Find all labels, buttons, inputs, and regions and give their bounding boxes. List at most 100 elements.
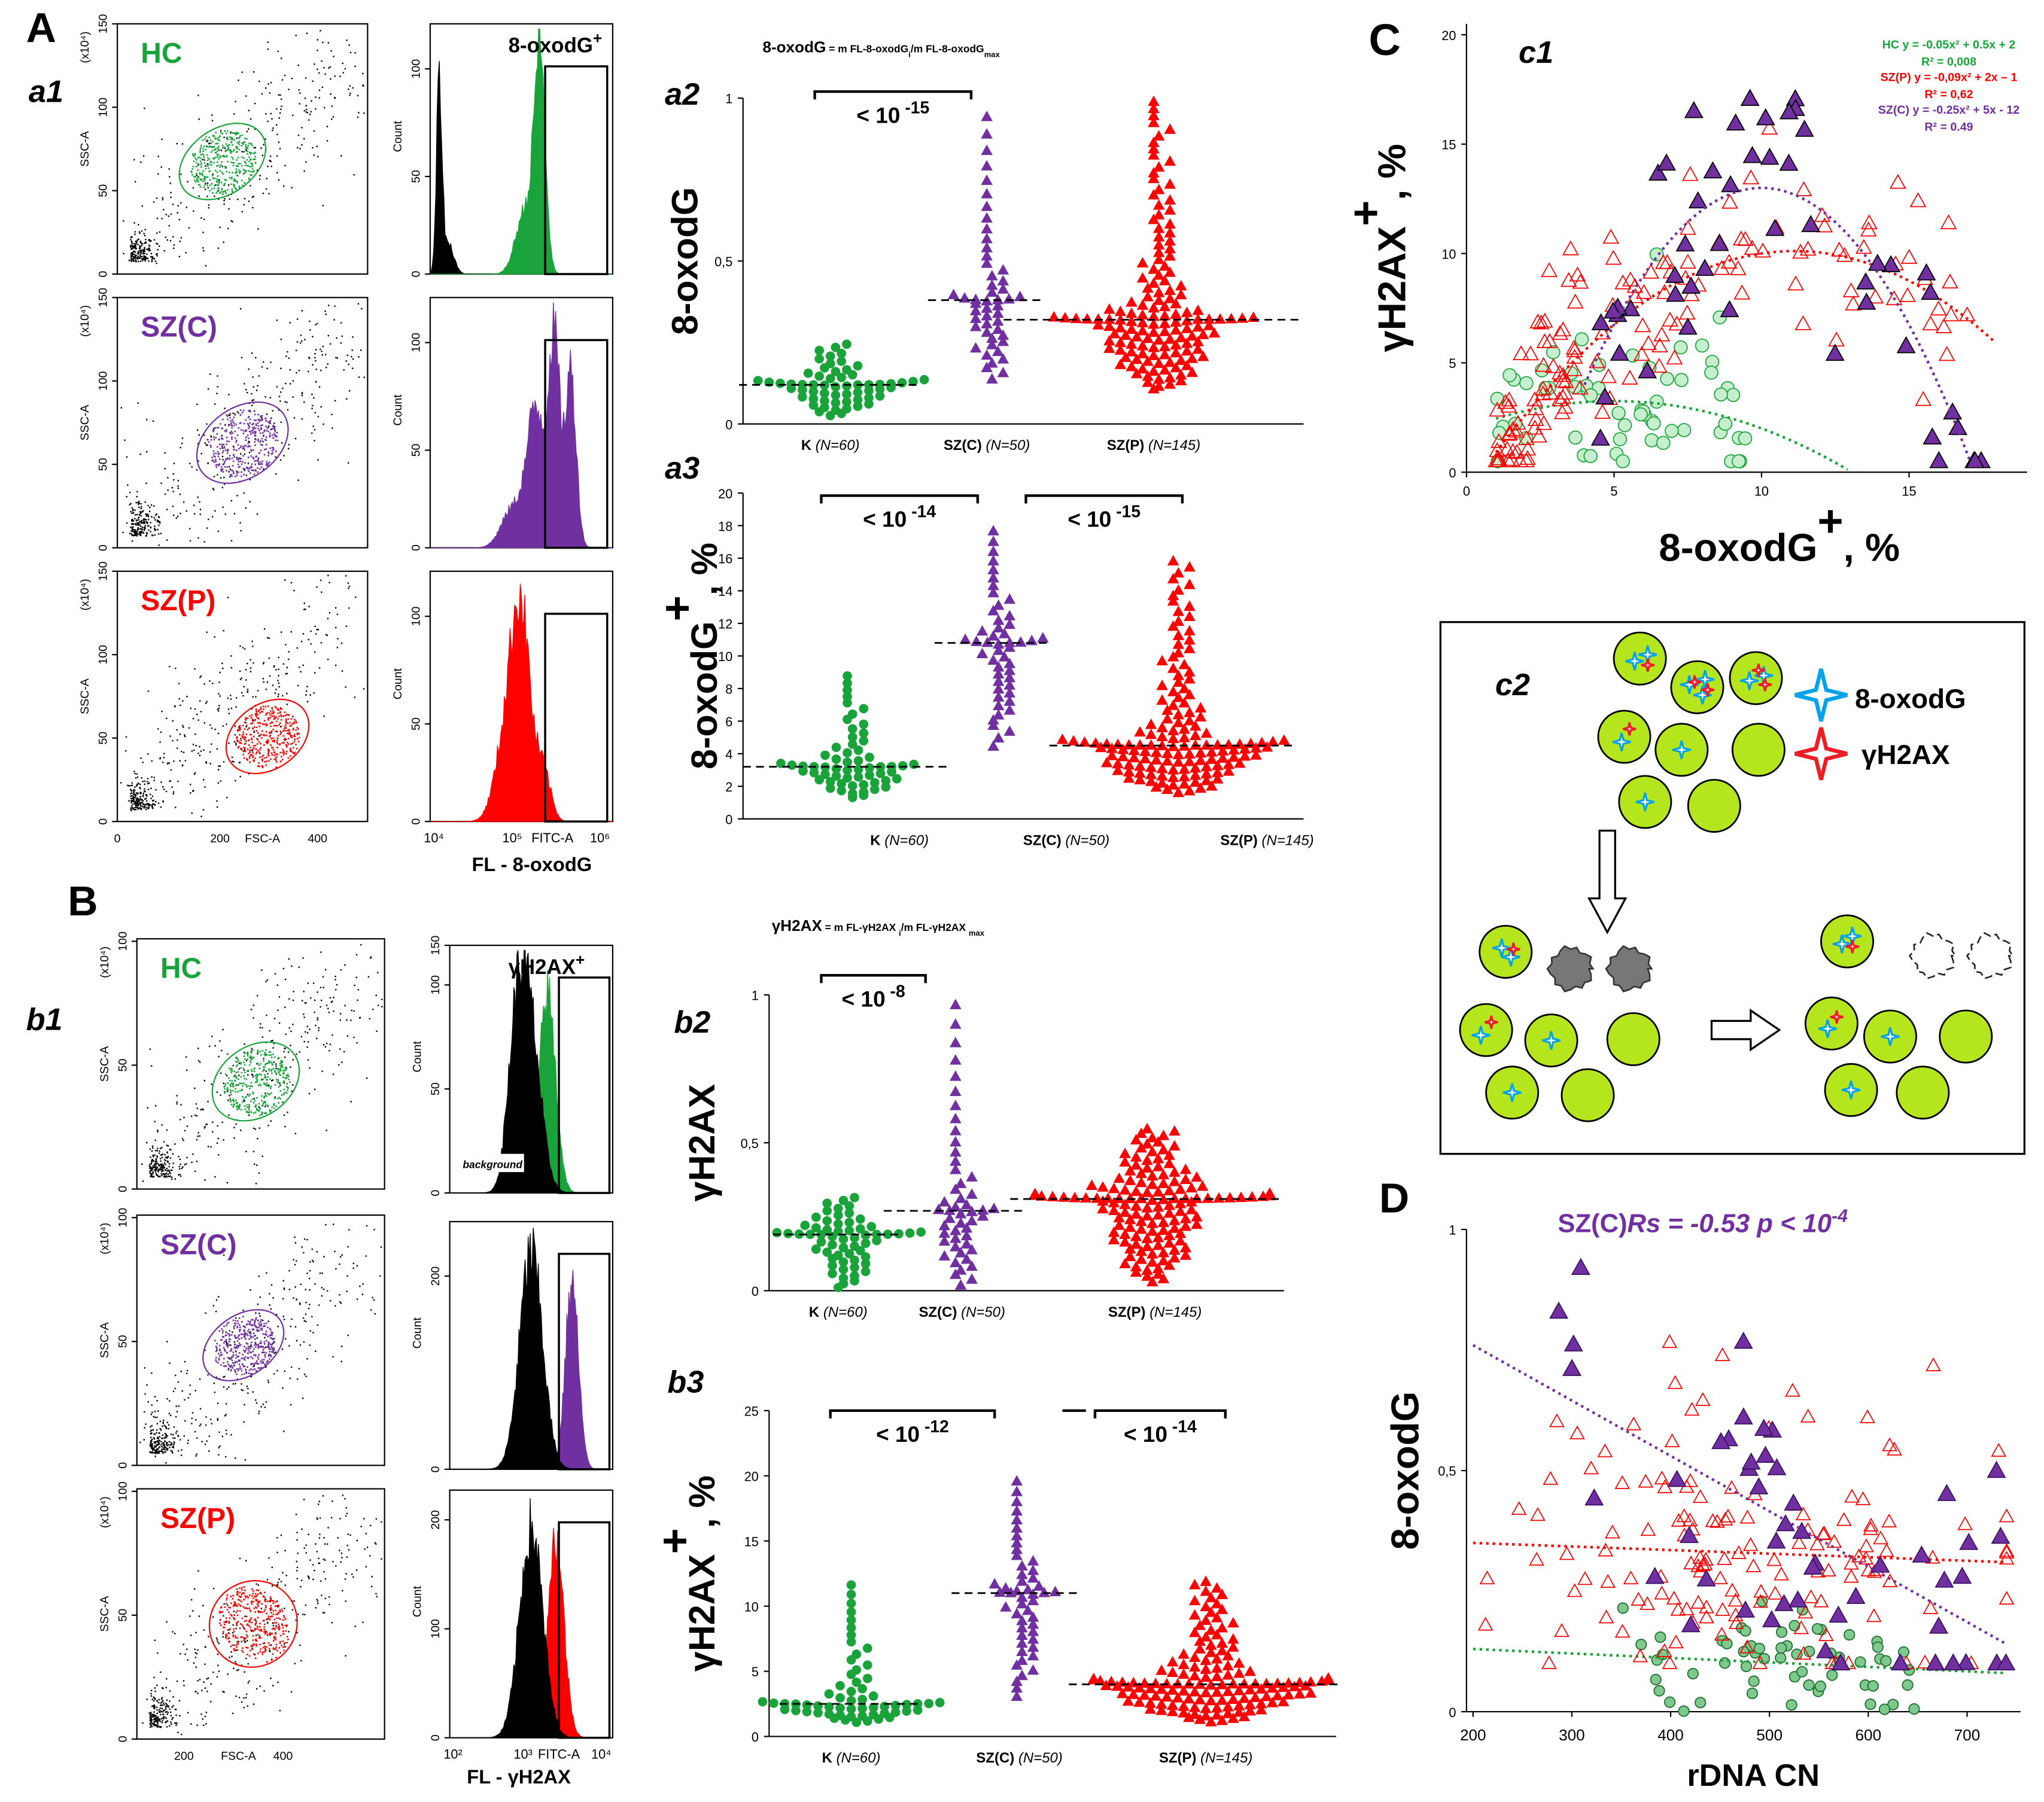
gated-event-dot — [256, 1362, 258, 1364]
gated-event-dot — [276, 431, 278, 434]
event-dot — [134, 801, 136, 803]
event-dot — [134, 809, 136, 811]
event-dot — [206, 163, 209, 165]
event-dot — [203, 1080, 206, 1082]
event-dot — [140, 520, 142, 522]
event-dot — [153, 1447, 155, 1449]
event-dot — [151, 260, 153, 263]
event-dot — [264, 1092, 266, 1094]
event-dot — [158, 245, 160, 247]
gated-event-dot — [263, 1060, 264, 1062]
gated-event-dot — [267, 748, 269, 750]
gated-event-dot — [285, 722, 287, 723]
event-dot — [248, 452, 251, 453]
event-dot — [156, 217, 159, 220]
gated-event-dot — [254, 719, 256, 721]
y-tick-label-part: 100 — [97, 98, 110, 117]
event-dot — [143, 249, 145, 252]
gated-event-dot — [232, 1085, 234, 1086]
event-dot — [142, 1722, 144, 1724]
gated-event-dot — [244, 182, 245, 184]
gated-event-dot — [245, 439, 247, 441]
x-axis-title: FL - 8-oxodG — [472, 853, 592, 875]
y-tick-label-part: 50 — [97, 184, 110, 197]
y-unit-label: (x10⁴) — [98, 946, 111, 978]
gated-event-dot — [214, 427, 215, 429]
event-dot — [194, 1588, 196, 1590]
event-dot — [151, 1451, 154, 1453]
event-dot — [150, 531, 151, 532]
gated-event-dot — [214, 1340, 216, 1342]
gated-event-dot — [238, 1368, 240, 1370]
event-dot — [139, 247, 141, 249]
event-dot — [306, 1025, 309, 1027]
event-dot — [137, 527, 139, 529]
gated-event-dot — [221, 1336, 224, 1338]
event-dot — [266, 178, 267, 179]
event-dot — [353, 173, 355, 176]
event-dot — [315, 96, 317, 98]
gated-event-dot — [230, 141, 232, 144]
event-dot — [179, 760, 181, 762]
event-dot — [315, 1037, 318, 1039]
gated-event-dot — [270, 1056, 273, 1058]
event-dot — [320, 579, 322, 582]
event-dot — [166, 1444, 168, 1447]
gated-event-dot — [214, 169, 217, 172]
gated-event-dot — [253, 428, 255, 430]
gated-event-dot — [233, 150, 235, 152]
event-dot — [166, 1157, 168, 1159]
event-dot — [130, 802, 132, 803]
gh2ax-star-icon — [1751, 663, 1766, 677]
gated-event-dot — [252, 427, 254, 429]
y-axis-label: SSC-A — [78, 678, 92, 714]
gh2ax-star-icon — [1845, 939, 1860, 954]
gated-event-dot — [270, 1337, 272, 1339]
event-dot — [303, 109, 306, 112]
gated-event-dot — [241, 748, 243, 751]
event-dot — [230, 540, 233, 542]
gated-event-dot — [240, 445, 242, 447]
gated-event-dot — [251, 166, 253, 168]
event-dot — [161, 1451, 163, 1453]
gated-event-dot — [205, 136, 207, 138]
gated-event-dot — [285, 1091, 287, 1094]
event-dot — [218, 179, 220, 181]
gated-event-dot — [254, 1100, 256, 1101]
gated-event-dot — [260, 462, 263, 465]
gated-event-dot — [256, 1360, 258, 1362]
gated-event-dot — [216, 147, 218, 150]
event-dot — [178, 1700, 181, 1702]
panel-label-a1-part: a1 — [29, 75, 63, 109]
event-dot — [324, 1597, 327, 1600]
event-dot — [160, 1158, 162, 1159]
gated-event-dot — [218, 1330, 221, 1332]
event-dot — [228, 471, 230, 473]
gated-event-dot — [258, 1329, 260, 1332]
event-dot — [258, 1106, 260, 1108]
event-dot — [159, 1719, 160, 1721]
event-dot — [270, 160, 272, 163]
event-dot — [291, 78, 293, 80]
gated-event-dot — [240, 1067, 242, 1069]
event-dot — [286, 401, 288, 403]
event-dot — [278, 409, 280, 411]
event-dot — [306, 1238, 308, 1241]
event-dot — [334, 400, 336, 401]
gated-event-dot — [247, 169, 250, 172]
event-dot — [324, 1578, 327, 1580]
gated-event-dot — [285, 724, 287, 726]
event-dot — [155, 1169, 157, 1171]
y-tick-label: 0 — [97, 271, 110, 278]
event-dot — [241, 211, 244, 213]
gated-event-dot — [233, 1103, 235, 1106]
event-dot — [258, 1127, 260, 1129]
gated-event-dot — [265, 1049, 267, 1051]
gated-event-dot — [245, 445, 247, 447]
gated-event-dot — [232, 1083, 234, 1085]
y-tick-label: 100 — [97, 98, 110, 117]
event-dot — [287, 1112, 288, 1113]
event-dot — [148, 260, 150, 262]
event-dot — [258, 1635, 261, 1637]
gated-event-dot — [249, 761, 251, 763]
